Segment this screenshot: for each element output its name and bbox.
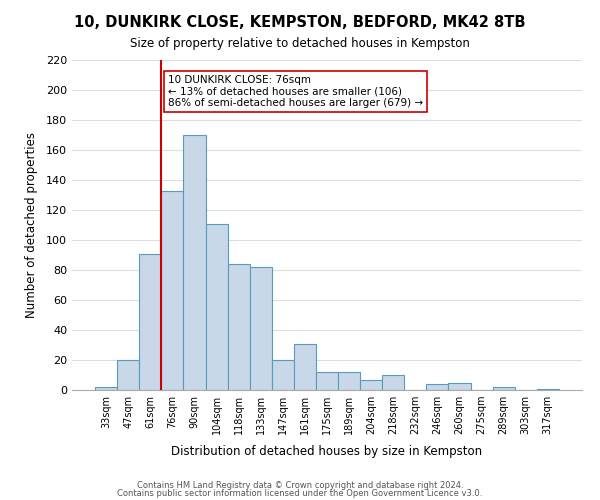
Bar [448, 382, 470, 390]
Bar [537, 388, 559, 390]
Bar [272, 360, 294, 390]
X-axis label: Distribution of detached houses by size in Kempston: Distribution of detached houses by size … [172, 446, 482, 458]
Bar [95, 387, 117, 390]
Bar [161, 190, 184, 390]
Y-axis label: Number of detached properties: Number of detached properties [25, 132, 38, 318]
Bar [294, 344, 316, 390]
Bar [360, 380, 382, 390]
Text: 10, DUNKIRK CLOSE, KEMPSTON, BEDFORD, MK42 8TB: 10, DUNKIRK CLOSE, KEMPSTON, BEDFORD, MK… [74, 15, 526, 30]
Text: Size of property relative to detached houses in Kempston: Size of property relative to detached ho… [130, 38, 470, 51]
Bar [316, 372, 338, 390]
Text: Contains public sector information licensed under the Open Government Licence v3: Contains public sector information licen… [118, 488, 482, 498]
Bar [206, 224, 227, 390]
Bar [382, 375, 404, 390]
Bar [184, 135, 206, 390]
Bar [227, 264, 250, 390]
Bar [117, 360, 139, 390]
Bar [338, 372, 360, 390]
Text: 10 DUNKIRK CLOSE: 76sqm
← 13% of detached houses are smaller (106)
86% of semi-d: 10 DUNKIRK CLOSE: 76sqm ← 13% of detache… [168, 75, 423, 108]
Bar [493, 387, 515, 390]
Text: Contains HM Land Registry data © Crown copyright and database right 2024.: Contains HM Land Registry data © Crown c… [137, 481, 463, 490]
Bar [427, 384, 448, 390]
Bar [139, 254, 161, 390]
Bar [250, 267, 272, 390]
